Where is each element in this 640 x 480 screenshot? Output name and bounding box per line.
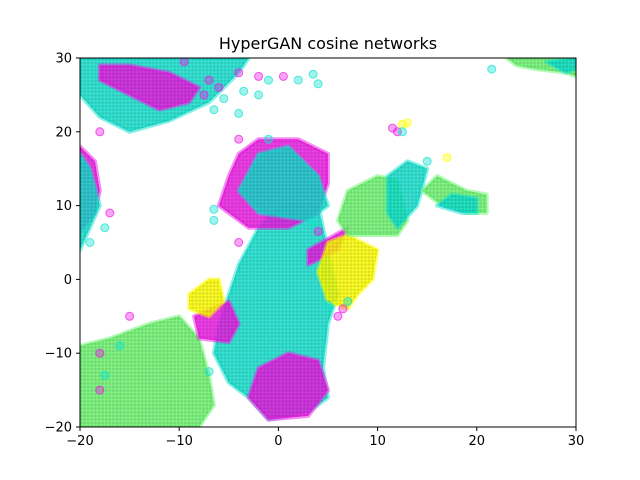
x-tick-label: 0: [274, 434, 282, 449]
point-cyan-35: [204, 367, 214, 377]
point-cyan-41: [209, 215, 219, 225]
point-cyan-5: [264, 75, 273, 85]
point-cyan-23: [487, 64, 497, 74]
point-magenta-3: [234, 68, 244, 78]
point-magenta-15: [199, 90, 209, 100]
cluster-texture-5: [248, 353, 328, 420]
y-tick-label: 10: [55, 199, 72, 214]
point-cyan-8: [308, 69, 318, 79]
x-tick-label: 10: [369, 434, 386, 449]
point-magenta-37: [333, 311, 343, 321]
point-cyan-33: [115, 341, 125, 351]
point-cyan-38: [343, 297, 353, 306]
point-cyan-12: [219, 94, 229, 104]
plot-area: [80, 58, 576, 427]
point-cyan-20: [397, 127, 407, 137]
x-tick-label: 30: [568, 434, 585, 449]
point-cyan-22: [422, 156, 432, 166]
y-tick-label: −10: [45, 347, 72, 362]
cluster-texture-18: [546, 58, 576, 73]
point-cyan-14: [234, 108, 244, 118]
chart-title: HyperGAN cosine networks: [219, 34, 437, 53]
point-magenta-2: [214, 83, 224, 92]
x-tick-label: 20: [469, 434, 486, 449]
y-tick-label: 0: [64, 273, 72, 288]
y-tick-label: −20: [45, 421, 72, 436]
point-magenta-34: [95, 385, 105, 395]
y-axis: −20 −10 0 10 20 30: [45, 52, 80, 436]
point-cyan-10: [254, 90, 264, 100]
point-magenta-26: [95, 127, 105, 137]
x-axis: −20 −10 0 10 20 30: [66, 427, 584, 449]
axes-frame: [79, 57, 577, 428]
point-magenta-17: [388, 123, 397, 133]
cluster-texture-0: [80, 316, 214, 427]
scatter-points: [85, 58, 497, 395]
point-cyan-42: [209, 204, 219, 214]
point-clusters: [80, 58, 576, 427]
point-cyan-29: [100, 223, 110, 233]
cluster-texture-16: [80, 153, 100, 250]
point-magenta-0: [179, 58, 189, 67]
point-magenta-1: [204, 75, 214, 85]
cluster-texture-10: [387, 161, 428, 228]
point-cyan-11: [239, 86, 249, 96]
point-yellow-19: [402, 118, 412, 128]
point-magenta-43: [313, 226, 323, 236]
y-tick-label: 30: [55, 52, 72, 67]
cluster-texture-7: [189, 279, 224, 317]
point-cyan-9: [313, 79, 323, 89]
point-magenta-30: [125, 311, 135, 321]
point-cyan-44: [308, 219, 318, 229]
point-cyan-25: [264, 134, 273, 144]
point-cyan-32: [100, 370, 110, 380]
y-tick-label: 20: [55, 125, 72, 140]
point-magenta-24: [234, 134, 244, 144]
point-magenta-36: [338, 304, 348, 314]
cluster-texture-8: [318, 235, 378, 309]
point-cyan-39: [323, 300, 333, 310]
point-magenta-6: [278, 71, 288, 81]
x-tick-label: −20: [66, 434, 93, 449]
x-tick-label: −10: [165, 434, 192, 449]
point-cyan-7: [293, 75, 303, 85]
cluster-texture-14: [99, 65, 199, 110]
point-yellow-21: [442, 153, 452, 163]
point-cyan-27: [85, 238, 95, 247]
point-cyan-13: [209, 105, 219, 115]
cluster-texture-3: [238, 146, 328, 221]
point-magenta-28: [105, 208, 115, 218]
point-yellow-18: [397, 119, 407, 129]
point-magenta-4: [254, 71, 264, 81]
cluster-texture-12: [437, 194, 477, 213]
point-magenta-31: [95, 348, 105, 358]
point-magenta-40: [234, 238, 244, 247]
